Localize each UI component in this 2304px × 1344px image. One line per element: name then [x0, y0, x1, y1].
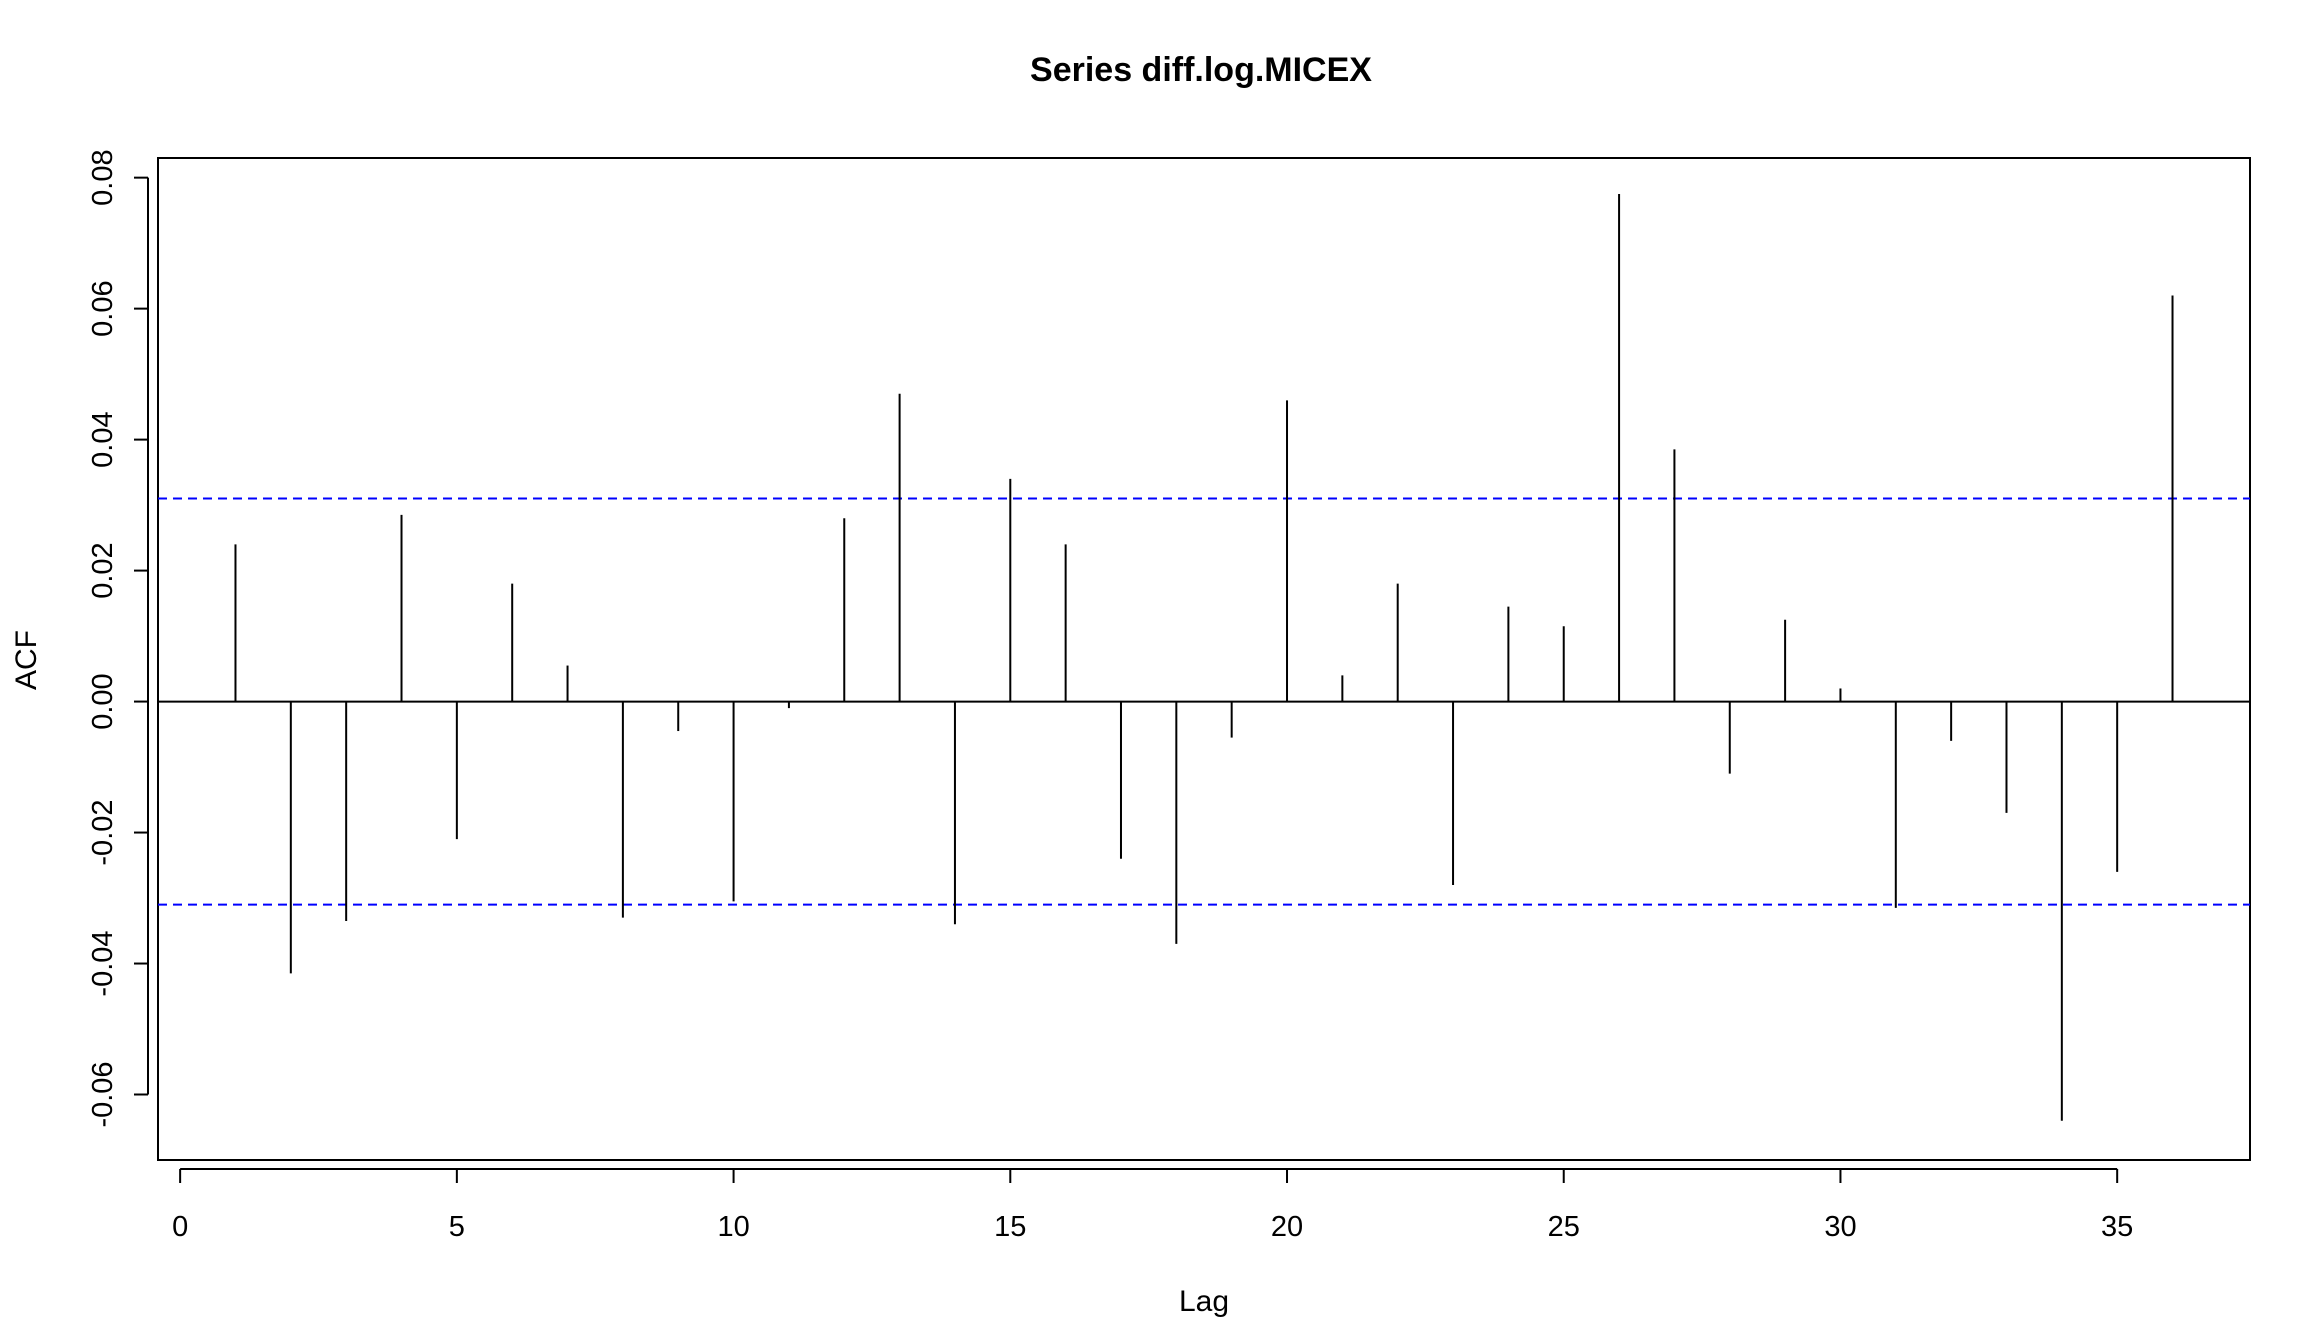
x-tick-label: 30 — [1824, 1211, 1856, 1243]
plot-frame — [157, 157, 2251, 1161]
y-axis-label: ACF — [10, 630, 43, 690]
x-tick-label: 25 — [1548, 1211, 1580, 1243]
x-tick-label: 15 — [994, 1211, 1026, 1243]
x-tick-label: 35 — [2101, 1211, 2133, 1243]
y-tick-label: 0.06 — [87, 280, 119, 336]
y-tick-label: 0.00 — [87, 673, 119, 729]
y-tick-label: 0.08 — [87, 149, 119, 205]
y-tick-label: -0.04 — [87, 930, 119, 996]
x-tick-label: 20 — [1271, 1211, 1303, 1243]
x-tick-label: 5 — [449, 1211, 465, 1243]
acf-spikes — [234, 194, 2174, 1121]
y-tick-label: -0.02 — [87, 799, 119, 865]
x-tick-label: 0 — [172, 1211, 188, 1243]
y-axis: -0.06 -0.04 -0.02 0.00 0.02 0.04 0.06 0.08 — [87, 149, 149, 1128]
x-tick-label: 10 — [717, 1211, 749, 1243]
x-axis-label: Lag — [1179, 1285, 1229, 1318]
x-axis: 0 5 10 15 20 25 30 35 — [172, 1168, 2133, 1243]
y-tick-label: -0.06 — [87, 1061, 119, 1127]
chart-title: Series diff.log.MICEX — [1030, 51, 1372, 89]
y-tick-label: 0.02 — [87, 542, 119, 598]
y-tick-label: 0.04 — [87, 411, 119, 467]
confidence-bounds — [158, 497, 2250, 906]
